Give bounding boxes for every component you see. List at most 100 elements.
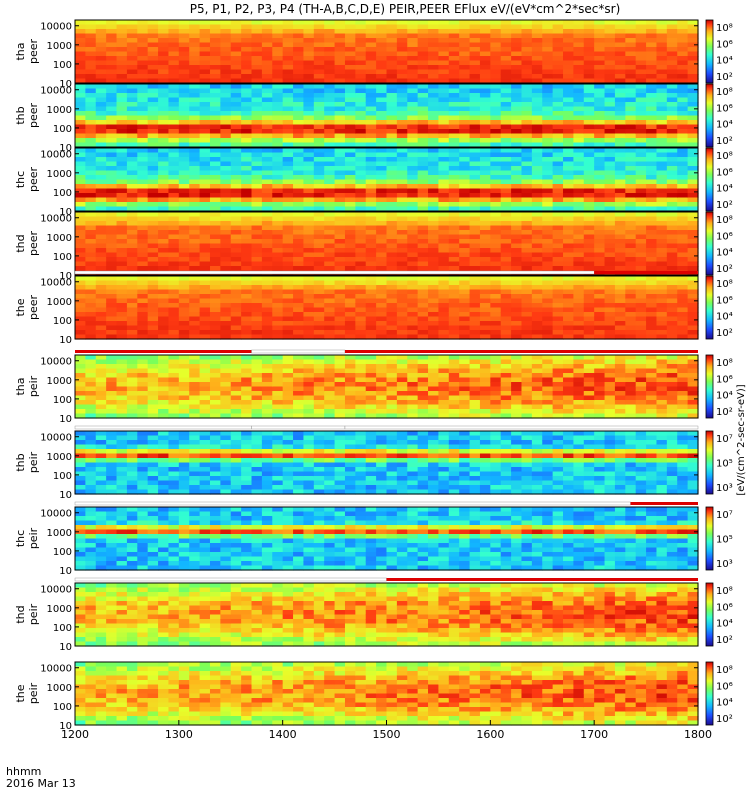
heatmap-cell [448, 298, 460, 304]
heatmap-cell [178, 51, 190, 57]
heatmap-cell [324, 175, 336, 181]
heatmap-cell [220, 179, 232, 185]
heatmap-cell [573, 188, 585, 194]
colorbar-tick-label: 10⁶ [716, 167, 733, 178]
heatmap-cell [137, 193, 149, 199]
heatmap-cell [459, 266, 471, 272]
heatmap-cell [106, 261, 118, 267]
heatmap-cell [531, 166, 543, 172]
heatmap-cell [396, 395, 408, 401]
heatmap-cell [220, 212, 232, 218]
heatmap-cell [189, 289, 201, 295]
heatmap-cell [209, 266, 221, 272]
heatmap-cell [344, 316, 356, 322]
heatmap-cell [158, 202, 170, 208]
heatmap-cell [500, 115, 512, 121]
heatmap-cell [396, 115, 408, 121]
heatmap-cell [106, 84, 118, 90]
heatmap-cell [158, 307, 170, 313]
heatmap-cell [355, 316, 367, 322]
heatmap-cell [542, 111, 554, 117]
heatmap-cell [583, 33, 595, 39]
heatmap-cell [334, 78, 346, 84]
heatmap-cell [261, 161, 273, 167]
heatmap-cell [666, 257, 678, 263]
heatmap-cell [272, 193, 284, 199]
heatmap-cell [126, 252, 138, 258]
heatmap-cell [272, 197, 284, 203]
heatmap-cell [261, 106, 273, 112]
heatmap-cell [666, 252, 678, 258]
heatmap-cell [677, 239, 689, 245]
heatmap-cell [261, 102, 273, 108]
heatmap-cell [261, 225, 273, 231]
heatmap-cell [604, 142, 616, 148]
heatmap-cell [344, 115, 356, 121]
heatmap-cell [85, 166, 97, 172]
heatmap-cell [344, 248, 356, 254]
heatmap-cell [376, 221, 388, 227]
heatmap-cell [635, 88, 647, 94]
heatmap-cell [417, 29, 429, 35]
heatmap-cell [500, 202, 512, 208]
heatmap-cell [293, 102, 305, 108]
heatmap-cell [677, 188, 689, 194]
heatmap-cell [500, 51, 512, 57]
heatmap-cell [85, 325, 97, 331]
heatmap-cell [282, 225, 294, 231]
heatmap-cell [656, 115, 668, 121]
heatmap-cell [272, 202, 284, 208]
heatmap-cell [594, 193, 606, 199]
heatmap-cell [583, 29, 595, 35]
heatmap-cell [604, 188, 616, 194]
heatmap-cell [116, 276, 128, 282]
heatmap-cell [251, 257, 263, 263]
heatmap-cell [531, 230, 543, 236]
heatmap-cell [376, 330, 388, 336]
heatmap-cell [220, 124, 232, 130]
heatmap-cell [168, 193, 180, 199]
heatmap-cell [272, 248, 284, 254]
heatmap-cell [178, 157, 190, 163]
heatmap-cell [417, 193, 429, 199]
heatmap-cell [209, 111, 221, 117]
heatmap-cell [563, 193, 574, 199]
heatmap-cell [376, 56, 388, 62]
heatmap-cell [147, 294, 159, 300]
heatmap-cell [614, 303, 626, 309]
heatmap-cell [261, 276, 273, 282]
heatmap-cell [344, 382, 356, 388]
heatmap-cell [209, 276, 221, 282]
heatmap-cell [282, 248, 294, 254]
heatmap-cell [137, 38, 149, 44]
heatmap-cell [542, 188, 554, 194]
heatmap-cell [199, 170, 211, 176]
heatmap-cell [168, 93, 180, 99]
heatmap-cell [199, 65, 211, 71]
heatmap-cell [199, 74, 211, 80]
heatmap-cell [85, 303, 97, 309]
heatmap-cell [407, 359, 419, 365]
heatmap-cell [199, 184, 211, 190]
heatmap-cell [241, 266, 253, 272]
heatmap-cell [594, 280, 606, 286]
heatmap-cell [614, 276, 626, 282]
heatmap-cell [365, 325, 377, 331]
heatmap-cell [126, 248, 138, 254]
heatmap-cell [656, 138, 668, 144]
heatmap-cell [334, 221, 346, 227]
heatmap-cell [251, 78, 263, 84]
heatmap-cell [573, 206, 585, 212]
heatmap-cell [355, 321, 367, 327]
heatmap-cell [293, 138, 305, 144]
heatmap-cell [417, 106, 429, 112]
heatmap-cell [158, 413, 170, 419]
heatmap-cell [479, 373, 491, 379]
heatmap-cell [313, 97, 325, 103]
heatmap-cell [282, 276, 294, 282]
heatmap-cell [396, 230, 408, 236]
heatmap-cell [386, 84, 398, 90]
heatmap-cell [386, 266, 398, 272]
heatmap-cell [469, 129, 481, 135]
heatmap-cell [355, 78, 367, 84]
